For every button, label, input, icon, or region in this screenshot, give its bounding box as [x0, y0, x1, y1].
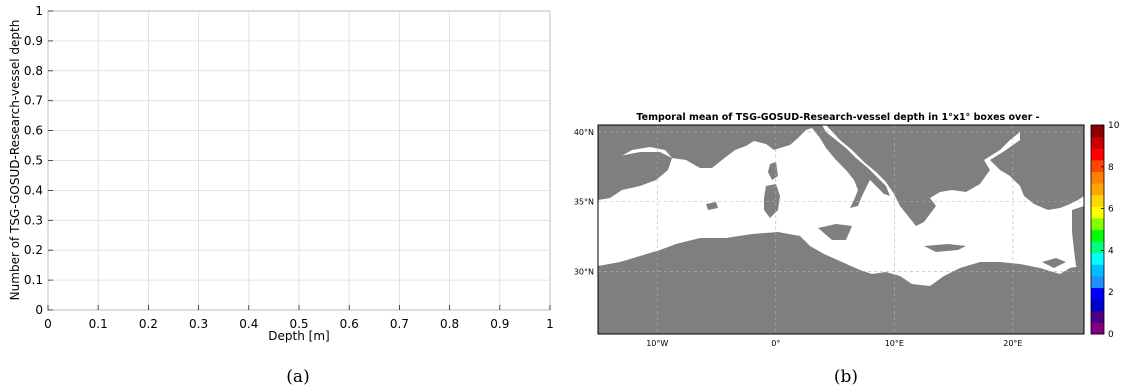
colorbar-segment: [1091, 217, 1104, 230]
colorbar: [1090, 124, 1105, 335]
colorbar-segment: [1091, 229, 1104, 242]
histogram-x-ticks: 0 0.1 0.2 0.3 0.4 0.5 0.6 0.7 0.8 0.9 1: [44, 305, 554, 331]
histogram-x-tick-label: 0.2: [139, 317, 158, 331]
caption-a: (a): [286, 367, 309, 387]
land-africa: [598, 232, 1084, 334]
colorbar-segment: [1091, 159, 1104, 172]
colorbar-segment: [1091, 148, 1104, 161]
histogram-y-tick-label: 0.3: [24, 213, 43, 227]
histogram-x-tick-label: 1: [546, 317, 554, 331]
histogram-grid: [47, 10, 551, 311]
histogram-x-tick-label: 0.9: [490, 317, 509, 331]
land-balkans: [826, 125, 1020, 226]
histogram-x-tick-label: 0.8: [440, 317, 459, 331]
land-mallorca: [706, 202, 718, 210]
colorbar-tick-label: 4: [1108, 246, 1114, 256]
colorbar-segment: [1091, 241, 1104, 254]
caption-b: (b): [834, 367, 858, 387]
map-lon-tick-label: 10°E: [885, 339, 904, 348]
colorbar-segment: [1091, 171, 1104, 184]
land-levant: [1072, 206, 1084, 270]
land-cyprus: [1042, 258, 1066, 268]
map-lon-tick-label: 10°W: [646, 339, 668, 348]
colorbar-segment: [1091, 264, 1104, 277]
map-lat-ticks: 30°N 35°N 40°N: [574, 128, 594, 276]
colorbar-segment: [1091, 136, 1104, 149]
land-corsica: [768, 162, 778, 180]
histogram-y-tick-label: 0.5: [24, 154, 43, 168]
colorbar-segment: [1091, 194, 1104, 207]
colorbar-frame: [1090, 124, 1105, 335]
histogram-y-ticks: 0 0.1 0.2 0.3 0.4 0.5 0.6 0.7 0.8 0.9 1: [24, 4, 53, 317]
land-iberia: [598, 152, 672, 200]
histogram-x-tick-label: 0.1: [89, 317, 108, 331]
land-crete: [924, 244, 966, 252]
map-lat-tick-label: 35°N: [574, 198, 594, 207]
colorbar-segment: [1091, 125, 1104, 138]
histogram-x-tick-label: 0.5: [289, 317, 308, 331]
colorbar-segment: [1091, 310, 1104, 323]
histogram-y-tick-label: 0.1: [24, 273, 43, 287]
colorbar-segment: [1091, 206, 1104, 219]
histogram-x-tick-label: 0.7: [390, 317, 409, 331]
histogram-y-tick-label: 1: [35, 4, 43, 18]
land-anatolia: [990, 125, 1084, 210]
map-lon-tick-label: 20°E: [1003, 339, 1022, 348]
colorbar-segment: [1091, 299, 1104, 312]
colorbar-segment: [1091, 183, 1104, 196]
histogram-x-tick-label: 0.4: [239, 317, 258, 331]
histogram-y-tick-label: 0.6: [24, 124, 43, 138]
colorbar-tick-label: 0: [1108, 330, 1114, 340]
colorbar-tick-label: 10: [1108, 121, 1120, 131]
map-lat-tick-label: 30°N: [574, 267, 594, 276]
histogram-y-tick-label: 0.9: [24, 34, 43, 48]
colorbar-tick-label: 8: [1108, 163, 1114, 173]
colorbar-segment: [1091, 252, 1104, 265]
map-land: [598, 125, 1084, 334]
map-frame: [597, 124, 1085, 335]
map-lon-tick-label: 0°: [771, 339, 780, 348]
histogram-x-axis-label: Depth [m]: [268, 329, 329, 343]
map-grid: [598, 125, 1084, 334]
histogram-y-tick-label: 0: [35, 303, 43, 317]
histogram-x-tick-label: 0.3: [189, 317, 208, 331]
histogram-y-axis-label: Number of TSG-GOSUD-Research-vessel dept…: [8, 20, 22, 301]
colorbar-segment: [1091, 275, 1104, 289]
histogram-y-tick-label: 0.4: [24, 183, 43, 197]
colorbar-tick-label: 2: [1108, 288, 1114, 298]
map-title: Temporal mean of TSG-GOSUD-Research-vess…: [636, 112, 1039, 123]
colorbar-tick-label: 6: [1108, 205, 1114, 215]
colorbar-segment: [1091, 287, 1104, 300]
histogram-x-tick-label: 0: [44, 317, 52, 331]
histogram-x-tick-label: 0.6: [340, 317, 359, 331]
map-panel: Temporal mean of TSG-GOSUD-Research-vess…: [574, 112, 1120, 348]
histogram-y-tick-label: 0.2: [24, 243, 43, 257]
colorbar-ticks: 0 2 4 6 8 10: [1101, 121, 1120, 340]
colorbar-segment: [1091, 322, 1104, 335]
histogram-panel: 0 0.1 0.2 0.3 0.4 0.5 0.6 0.7 0.8 0.9 1 0 0.1 0.2 0.3…: [8, 4, 554, 343]
map-lat-tick-label: 40°N: [574, 128, 594, 137]
land-europe: [598, 125, 890, 208]
map-lon-ticks: 10°W 0° 10°E 20°E: [646, 339, 1022, 348]
histogram-y-tick-label: 0.7: [24, 94, 43, 108]
land-sicily: [818, 224, 852, 240]
histogram-y-tick-label: 0.8: [24, 64, 43, 78]
